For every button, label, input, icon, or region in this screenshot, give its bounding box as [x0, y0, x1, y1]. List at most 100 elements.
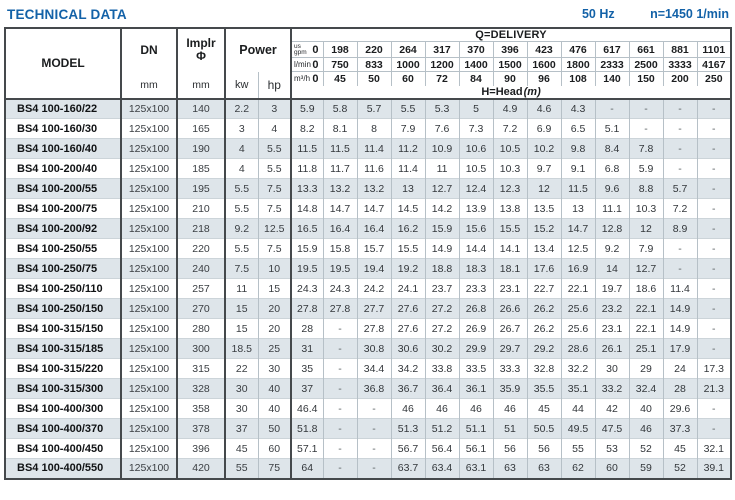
head-value-cell: 37.3 — [663, 418, 698, 439]
head-value-cell: 19.4 — [357, 258, 392, 279]
dn-cell: 125x100 — [121, 418, 178, 439]
m3h-value: 90 — [493, 71, 528, 86]
head-value-cell: 51.8 — [291, 418, 324, 439]
head-value-cell: 11.5 — [561, 178, 596, 199]
head-value-cell: 15.8 — [323, 238, 358, 259]
head-value-cell: 15.5 — [391, 238, 426, 259]
table-row: BS4 100-400/550 125x100 420 55 75 64- -63.7 63.… — [5, 458, 732, 479]
impeller-diameter-cell: 190 — [177, 138, 226, 159]
head-value-cell: 18.6 — [629, 278, 664, 299]
head-value-cell: - — [663, 98, 698, 119]
head-value-cell: 24.3 — [323, 278, 358, 299]
head-value-cell: 11.5 — [291, 138, 324, 159]
head-value-cell: 32.2 — [561, 358, 596, 379]
head-value-cell: 53 — [595, 438, 630, 459]
power-hp-cell: 3 — [258, 98, 293, 119]
lmin-value: 1600 — [527, 57, 562, 72]
dn-cell: 125x100 — [121, 98, 178, 119]
head-value-cell: 24.2 — [357, 278, 392, 299]
head-value-cell: 33.3 — [493, 358, 528, 379]
head-value-cell: - — [712, 322, 716, 335]
gpm-value: 617 — [595, 41, 630, 58]
dn-cell: 125x100 — [121, 458, 178, 479]
head-value-cell: - — [663, 138, 698, 159]
head-value-cell: - — [323, 318, 358, 339]
head-value-cell: 8.1 — [323, 118, 358, 139]
head-value-cell: - — [357, 438, 392, 459]
table-row: BS4 100-250/110 125x100 257 11 15 24.3 24.3 24.… — [5, 278, 732, 299]
power-kw-cell: 9.2 — [225, 218, 259, 239]
head-value-cell: 35.1 — [561, 378, 596, 399]
head-value-cell: 64 — [291, 458, 324, 479]
head-value-cell: 15.5 — [493, 218, 528, 239]
head-value-cell: 27.8 — [323, 298, 358, 319]
head-value-cell: - — [323, 338, 358, 359]
head-value-cell: 7.6 — [425, 118, 460, 139]
head-value-cell: 12.3 — [493, 178, 528, 199]
head-value-cell: - — [712, 262, 716, 275]
head-value-cell: 5.9 — [629, 158, 664, 179]
model-cell: BS4 100-160/22 — [5, 98, 122, 119]
lmin-value: 1800 — [561, 57, 596, 72]
gpm-value: 1101 — [697, 41, 732, 58]
head-value-cell: 6.9 — [527, 118, 562, 139]
head-value-cell: - — [323, 418, 358, 439]
head-value-cell: 16.2 — [391, 218, 426, 239]
head-value-cell: 7.2 — [493, 118, 528, 139]
hp-unit-label: hp — [258, 71, 293, 99]
model-cell: BS4 100-315/220 — [5, 358, 122, 379]
head-value-cell: 14.7 — [323, 198, 358, 219]
head-value-cell: 27.6 — [391, 298, 426, 319]
table-row: BS4 100-315/220 125x100 315 22 30 35-34.4 34.2… — [5, 358, 732, 379]
power-kw-cell: 2.2 — [225, 98, 259, 119]
m3h-value: 250 — [705, 72, 723, 85]
m3h-value: 96 — [527, 71, 562, 86]
head-value-cell: 5.1 — [595, 118, 630, 139]
dn-cell: 125x100 — [121, 258, 178, 279]
head-value-cell: 23.2 — [595, 298, 630, 319]
gpm-header-row: us gpm 0 198 220 264 317 370 396 423 476 617 661 8… — [5, 41, 732, 58]
technical-data-table: MODEL DN Implr Φ Power Q=DELIVERY us gpm… — [4, 27, 733, 480]
dn-cell: 125x100 — [121, 198, 178, 219]
table-row: BS4 100-200/55 125x100 195 5.5 7.5 13.3 13.2 13… — [5, 178, 732, 199]
head-value-cell: 13 — [391, 178, 426, 199]
power-hp-cell: 60 — [258, 438, 293, 459]
model-cell: BS4 100-315/185 — [5, 338, 122, 359]
table-row: BS4 100-400/450 125x100 396 45 60 57.1- -56.7 5… — [5, 438, 732, 459]
dn-cell: 125x100 — [121, 178, 178, 199]
impeller-diameter-cell: 358 — [177, 398, 226, 419]
head-value-cell: 63 — [493, 458, 528, 479]
head-value-cell: 7.8 — [629, 138, 664, 159]
head-value-cell: - — [663, 238, 698, 259]
column-header-impeller: Implr Φ — [177, 28, 226, 72]
m3h-unit-cell: m³/h 0 — [291, 71, 324, 86]
model-cell: BS4 100-250/150 — [5, 298, 122, 319]
table-body: BS4 100-160/22 125x100 140 2.2 3 5.9 5.8 5.7 5.5… — [5, 98, 732, 479]
impeller-diameter-cell: 195 — [177, 178, 226, 199]
head-value-cell: 11.6 — [357, 158, 392, 179]
head-value-cell: 9.7 — [527, 158, 562, 179]
power-kw-cell: 4 — [225, 158, 259, 179]
table-row: BS4 100-160/22 125x100 140 2.2 3 5.9 5.8 5.7 5.5… — [5, 98, 732, 119]
table-row: BS4 100-400/300 125x100 358 30 40 46.4- -46 46 4… — [5, 398, 732, 419]
head-value-cell: 17.9 — [663, 338, 698, 359]
head-value-cell: 30.6 — [391, 338, 426, 359]
m3h-value: 140 — [595, 71, 630, 86]
head-value-cell: 18.3 — [459, 258, 494, 279]
head-value-cell: 52 — [629, 438, 664, 459]
head-value-cell: 46 — [425, 398, 460, 419]
dn-cell: 125x100 — [121, 278, 178, 299]
table-row: BS4 100-160/40 125x100 190 4 5.5 11.5 11.5 11.4… — [5, 138, 732, 159]
head-value-cell: 6.8 — [595, 158, 630, 179]
head-value-cell: 37 — [291, 378, 324, 399]
head-value-cell: 47.5 — [595, 418, 630, 439]
power-kw-cell: 45 — [225, 438, 259, 459]
table-header: MODEL DN Implr Φ Power Q=DELIVERY us gpm… — [5, 28, 732, 99]
head-value-cell: 5 — [459, 98, 494, 119]
power-hp-cell: 40 — [258, 378, 293, 399]
head-value-cell: 14.5 — [391, 198, 426, 219]
model-cell: BS4 100-200/75 — [5, 198, 122, 219]
head-value-cell: 24.3 — [291, 278, 324, 299]
head-value-cell: 28.6 — [561, 338, 596, 359]
head-value-cell: 12 — [527, 178, 562, 199]
